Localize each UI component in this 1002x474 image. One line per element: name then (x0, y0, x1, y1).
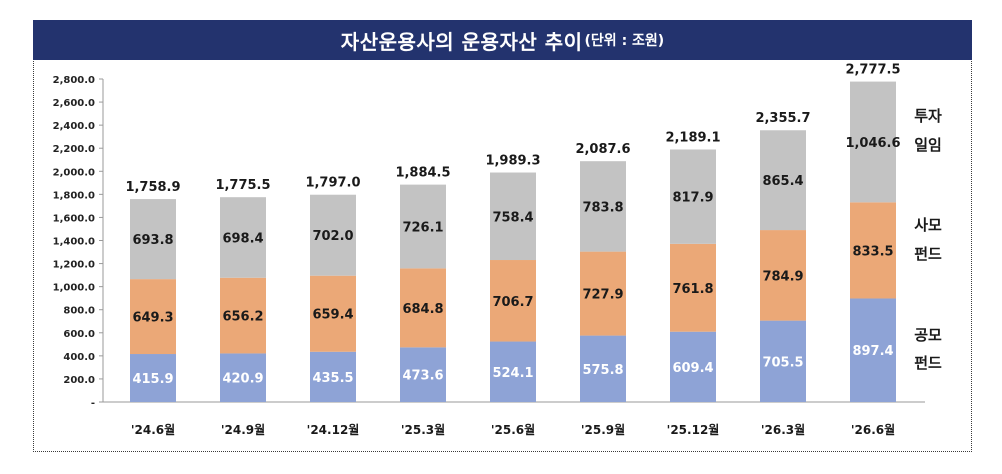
y-tick-label: 1,400.0 (53, 237, 95, 248)
bar-segment (400, 268, 446, 348)
bar-value-label: 659.4 (312, 308, 353, 323)
bar-segment (400, 347, 446, 402)
bar-value-label: 865.4 (762, 174, 803, 189)
bar-segment (850, 298, 896, 402)
y-tick-label: 2,200.0 (53, 144, 95, 155)
bar-value-label: 524.1 (492, 366, 533, 381)
bar-segment (580, 161, 626, 252)
bar-value-label: 1,046.6 (845, 136, 900, 151)
series-legend-label: 투자 (914, 107, 942, 125)
series-legend-label: 펀드 (914, 354, 942, 372)
bar-segment (130, 279, 176, 355)
series-legend-label: 펀드 (914, 245, 942, 263)
bar-value-label: 705.5 (762, 355, 803, 370)
bar-total-label: 2,355.7 (755, 111, 810, 126)
bar-value-label: 727.9 (582, 288, 623, 303)
y-tick-label: 200.0 (63, 375, 95, 386)
bar-total-label: 1,989.3 (485, 154, 540, 169)
x-tick-label: '26.6월 (851, 422, 895, 437)
bar-total-label: 1,775.5 (215, 178, 270, 193)
x-tick-label: '26.3월 (761, 422, 805, 437)
bar-value-label: 897.4 (852, 344, 893, 359)
bar-value-label: 684.8 (402, 302, 443, 317)
x-tick-label: '24.6월 (131, 422, 175, 437)
bar-segment (580, 335, 626, 402)
x-tick-label: '24.12월 (307, 422, 360, 437)
bar-value-label: 656.2 (222, 310, 263, 325)
bar-segment (670, 331, 716, 402)
y-tick-label: 1,200.0 (53, 260, 95, 271)
y-tick-label: 1,800.0 (53, 190, 95, 201)
bar-segment (490, 172, 536, 261)
bar-segment (670, 149, 716, 244)
y-tick-label: 2,800.0 (53, 75, 95, 86)
series-legend-label: 사모 (914, 216, 942, 234)
bar-segment (400, 184, 446, 269)
bar-total-label: 2,189.1 (665, 130, 720, 145)
bar-segment (760, 130, 806, 231)
bar-segment (760, 230, 806, 321)
bar-value-label: 784.9 (762, 269, 803, 284)
bar-total-label: 1,797.0 (305, 176, 360, 191)
bar-value-label: 649.3 (132, 311, 173, 326)
y-tick-label: 2,400.0 (53, 121, 95, 132)
bar-segment (850, 202, 896, 299)
y-tick-label: 800.0 (63, 306, 95, 317)
bar-total-label: 1,884.5 (395, 166, 450, 181)
bar-segment (580, 251, 626, 336)
bar-segment (130, 199, 176, 280)
bar-value-label: 473.6 (402, 369, 443, 384)
chart-title-bar: 자산운용사의 운용자산 추이 (단위 : 조원) (33, 20, 972, 60)
bar-segment (490, 341, 536, 402)
bar-value-label: 698.4 (222, 231, 263, 246)
bar-segment (130, 354, 176, 402)
bar-total-label: 2,087.6 (575, 142, 630, 157)
y-tick-label: 2,600.0 (53, 98, 95, 109)
bar-value-label: 783.8 (582, 200, 623, 215)
bar-value-label: 726.1 (402, 220, 443, 235)
bar-value-label: 575.8 (582, 363, 623, 378)
bar-segment (760, 320, 806, 402)
x-tick-label: '25.3월 (401, 422, 445, 437)
series-legend-label: 일임 (914, 136, 942, 154)
bar-value-label: 435.5 (312, 371, 353, 386)
chart-title: 자산운용사의 운용자산 추이 (340, 29, 583, 54)
series-legend-label: 공모 (914, 326, 942, 344)
y-tick-label: - (91, 398, 95, 409)
y-tick-label: 600.0 (63, 329, 95, 340)
bar-segment (850, 81, 896, 203)
bar-segment (310, 351, 356, 402)
bar-segment (490, 260, 536, 342)
x-tick-label: '25.12월 (667, 422, 720, 437)
y-tick-label: 2,000.0 (53, 167, 95, 178)
bar-segment (220, 353, 266, 402)
y-tick-label: 400.0 (63, 352, 95, 363)
bar-segment (220, 277, 266, 354)
chart-unit: (단위 : 조원) (584, 33, 665, 49)
bar-segment (310, 275, 356, 352)
x-tick-label: '25.6월 (491, 422, 535, 437)
bar-value-label: 761.8 (672, 282, 713, 297)
bar-value-label: 420.9 (222, 372, 263, 387)
bar-value-label: 817.9 (672, 191, 713, 206)
bar-value-label: 833.5 (852, 244, 893, 259)
bar-segment (310, 194, 356, 276)
x-tick-label: '25.9월 (581, 422, 625, 437)
y-tick-label: 1,000.0 (53, 283, 95, 294)
bar-value-label: 706.7 (492, 295, 533, 310)
bar-value-label: 758.4 (492, 210, 533, 225)
bar-value-label: 702.0 (312, 229, 353, 244)
x-tick-label: '24.9월 (221, 422, 265, 437)
bar-value-label: 693.8 (132, 233, 173, 248)
bar-value-label: 609.4 (672, 361, 713, 376)
bar-segment (670, 243, 716, 332)
bar-value-label: 415.9 (132, 372, 173, 387)
bar-total-label: 2,777.5 (845, 63, 900, 78)
bar-segment (220, 197, 266, 278)
y-tick-label: 1,600.0 (53, 213, 95, 224)
bar-total-label: 1,758.9 (125, 180, 180, 195)
